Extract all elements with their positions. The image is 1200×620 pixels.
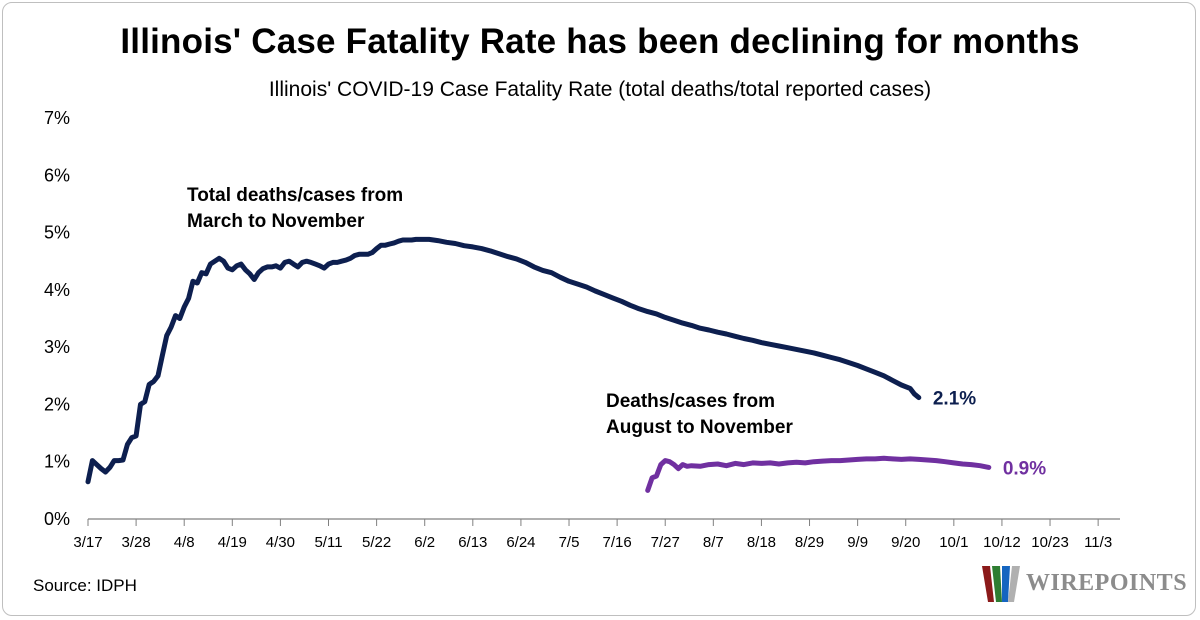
y-tick-label: 3% — [44, 337, 70, 357]
x-tick-label: 7/16 — [603, 534, 632, 551]
x-tick-label: 6/13 — [458, 534, 487, 551]
series-end-label: 0.9% — [1003, 458, 1046, 479]
y-tick-label: 7% — [44, 108, 70, 128]
series-line-march-to-november — [85, 236, 922, 485]
x-axis-ticks: 3/17 3/28 4/8 4/19 4/30 5/11 5/22 6/2 6/13 6/24 7/… — [73, 519, 1112, 551]
y-tick-label: 1% — [44, 452, 70, 472]
x-tick-label: 10/23 — [1031, 534, 1069, 551]
x-tick-label: 9/20 — [891, 534, 920, 551]
y-tick-label: 6% — [44, 165, 70, 185]
x-tick-label: 5/11 — [314, 534, 342, 551]
source-note: Source: IDPH — [33, 576, 137, 595]
x-tick-label: 10/12 — [983, 534, 1021, 551]
y-tick-label: 5% — [44, 223, 70, 243]
series-annotation: August to November — [606, 417, 793, 438]
series-annotation: March to November — [187, 211, 365, 232]
x-tick-label: 10/1 — [939, 534, 968, 551]
x-tick-label: 4/30 — [266, 534, 295, 551]
wirepoints-logo: WIREPOINTS — [980, 562, 1187, 606]
x-tick-label: 6/2 — [414, 534, 435, 551]
series-lines — [85, 236, 992, 493]
wirepoints-logo-icon — [982, 566, 1020, 602]
x-tick-label: 4/8 — [174, 534, 195, 551]
x-tick-label: 3/28 — [122, 534, 151, 551]
x-tick-label: 6/24 — [506, 534, 535, 551]
chart-subtitle: Illinois' COVID-19 Case Fatality Rate (t… — [268, 78, 932, 101]
x-tick-label: 7/5 — [559, 534, 580, 551]
series-end-label: 2.1% — [933, 389, 976, 410]
y-axis-ticks: 0% 1% 2% 3% 4% 5% 6% 7% — [44, 108, 70, 529]
y-tick-label: 2% — [44, 394, 70, 414]
x-tick-label: 5/22 — [362, 534, 391, 551]
logo-text: WIREPOINTS — [1026, 570, 1188, 596]
x-tick-label: 3/17 — [73, 534, 102, 551]
y-tick-label: 4% — [44, 280, 70, 300]
x-tick-label: 4/19 — [218, 534, 247, 551]
x-tick-label: 8/29 — [795, 534, 824, 551]
series-annotation: Total deaths/cases from — [187, 185, 403, 206]
annotations: 2.1% 0.9% Total deaths/cases from March to … — [187, 185, 1046, 479]
x-tick-label: 11/3 — [1084, 534, 1112, 551]
x-tick-label: 8/18 — [747, 534, 776, 551]
x-tick-label: 9/9 — [847, 534, 868, 551]
x-tick-label: 8/7 — [703, 534, 724, 551]
series-annotation: Deaths/cases from — [606, 391, 775, 412]
chart-title: Illinois' Case Fatality Rate has been de… — [120, 22, 1080, 61]
x-tick-label: 7/27 — [651, 534, 680, 551]
y-tick-label: 0% — [44, 509, 70, 529]
series-line-august-to-november — [645, 455, 992, 493]
